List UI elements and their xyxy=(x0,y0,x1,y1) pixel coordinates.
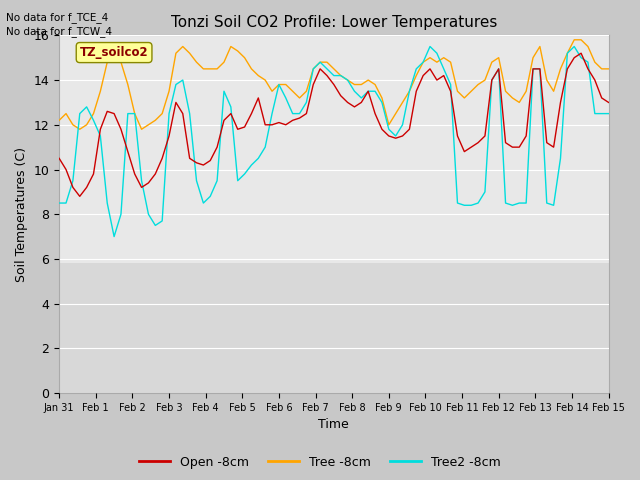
Title: Tonzi Soil CO2 Profile: Lower Temperatures: Tonzi Soil CO2 Profile: Lower Temperatur… xyxy=(171,15,497,30)
Text: No data for f_TCE_4: No data for f_TCE_4 xyxy=(6,12,109,23)
Legend: Open -8cm, Tree -8cm, Tree2 -8cm: Open -8cm, Tree -8cm, Tree2 -8cm xyxy=(134,451,506,474)
Y-axis label: Soil Temperatures (C): Soil Temperatures (C) xyxy=(15,147,28,282)
Bar xyxy=(59,36,609,264)
Text: No data for f_TCW_4: No data for f_TCW_4 xyxy=(6,26,113,37)
Text: TZ_soilco2: TZ_soilco2 xyxy=(80,46,148,59)
X-axis label: Time: Time xyxy=(319,419,349,432)
